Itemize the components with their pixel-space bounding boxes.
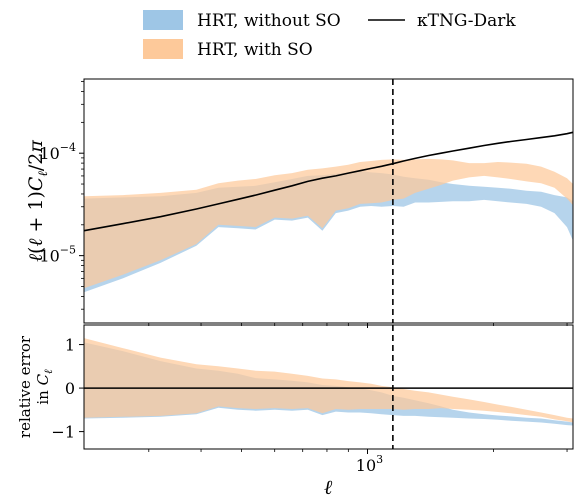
panel-spectrum: 10−5 10−4 ℓ(ℓ + 1)Cℓ/2π xyxy=(25,78,574,328)
legend-label-without-so: HRT, without SO xyxy=(197,11,341,31)
x-tick-label: 103 xyxy=(356,453,383,475)
legend-label-ktng: κTNG-Dark xyxy=(417,11,516,31)
relative-error-band-hrt-with-so xyxy=(84,338,573,423)
spectrum-frame xyxy=(83,78,574,324)
relative-error-y-ticks: 1 0 −1 xyxy=(51,336,84,442)
spectrum-y-axis-label: ℓ(ℓ + 1)Cℓ/2π xyxy=(25,140,51,262)
relative-error-bands xyxy=(84,338,573,426)
spectrum-band-hrt-with-so xyxy=(84,158,573,289)
relative-error-y-axis-label: relative error xyxy=(16,335,34,438)
spectrum-bands xyxy=(84,158,573,293)
relative-error-y-axis-label-line2: in Cℓ xyxy=(34,369,55,405)
x-axis-ticks: 103 xyxy=(148,449,568,475)
legend-swatch-with-so xyxy=(143,39,183,59)
spectrum-y-tick-label: 10−4 xyxy=(39,141,76,163)
legend: HRT, without SO HRT, with SO κTNG-Dark xyxy=(143,10,516,60)
panel-relative-error: 1 0 −1 103 relative error in Cℓ xyxy=(16,324,574,475)
legend-swatch-without-so xyxy=(143,10,183,30)
relative-error-frame xyxy=(83,324,574,450)
x-axis-label: ℓ xyxy=(324,475,333,499)
legend-label-with-so: HRT, with SO xyxy=(197,40,313,60)
relative-error-y-tick-label: 0 xyxy=(65,379,75,398)
spectrum-series-line-ktng xyxy=(83,131,574,232)
spectrum-y-ticks: 10−5 10−4 xyxy=(39,81,84,310)
relative-error-y-tick-label: 1 xyxy=(65,336,75,355)
relative-error-y-tick-label: −1 xyxy=(51,423,75,442)
spectrum-y-tick-label: 10−5 xyxy=(39,244,76,266)
